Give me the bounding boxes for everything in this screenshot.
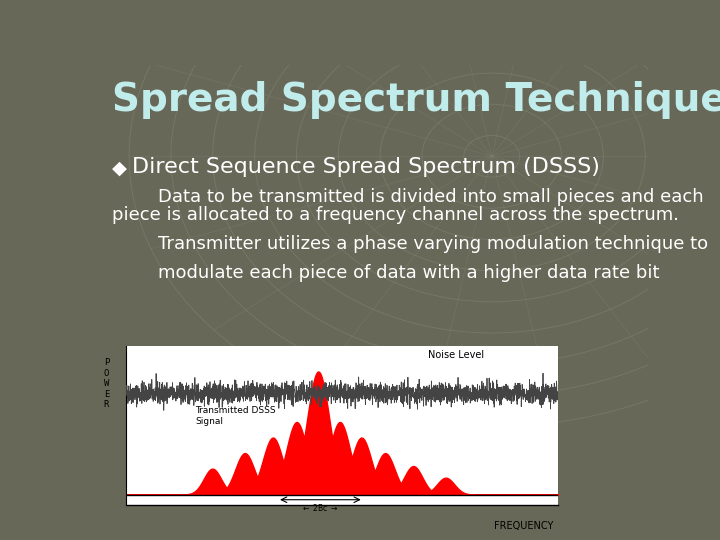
Text: Data to be transmitted is divided into small pieces and each: Data to be transmitted is divided into s…: [112, 188, 704, 206]
Text: FREQUENCY: FREQUENCY: [495, 521, 554, 531]
Text: P
O
W
E
R: P O W E R: [104, 359, 109, 409]
Text: Noise Level: Noise Level: [428, 350, 485, 360]
Text: Direct Sequence Spread Spectrum (DSSS): Direct Sequence Spread Spectrum (DSSS): [132, 157, 600, 177]
Text: $\leftarrow$ 2Bc $\rightarrow$: $\leftarrow$ 2Bc $\rightarrow$: [302, 502, 339, 513]
Text: Transmitted DSSS
Signal: Transmitted DSSS Signal: [195, 406, 276, 426]
Text: Transmitter utilizes a phase varying modulation technique to: Transmitter utilizes a phase varying mod…: [112, 235, 708, 253]
Text: ◆: ◆: [112, 158, 127, 177]
Text: piece is allocated to a frequency channel across the spectrum.: piece is allocated to a frequency channe…: [112, 206, 679, 224]
Text: modulate each piece of data with a higher data rate bit: modulate each piece of data with a highe…: [112, 265, 660, 282]
Text: Spread Spectrum Techniques: Spread Spectrum Techniques: [112, 82, 720, 119]
